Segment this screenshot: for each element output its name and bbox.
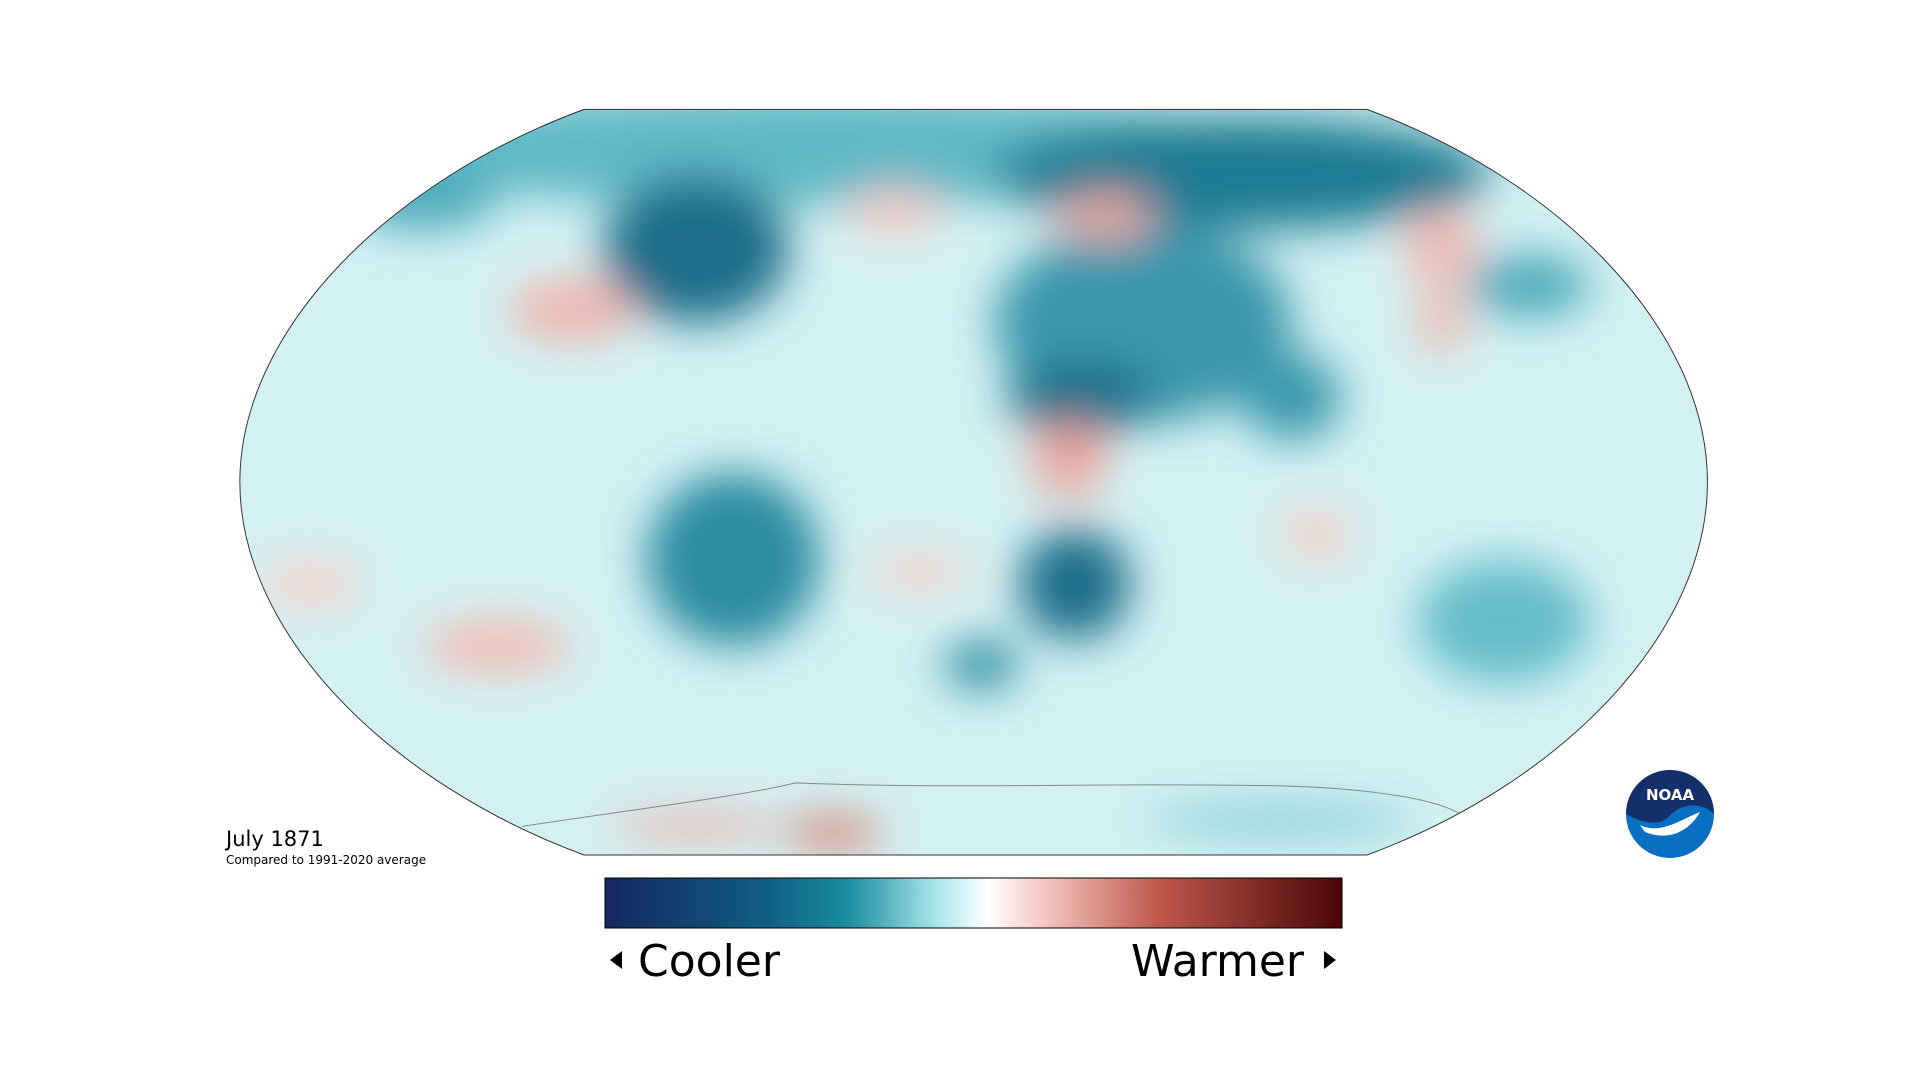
caption-title: July 1871 xyxy=(224,827,324,851)
noaa-logo: NOAA xyxy=(1626,770,1714,858)
high-label: Warmer xyxy=(1131,936,1305,987)
arrow-right xyxy=(1324,951,1336,969)
anomaly-field xyxy=(239,109,1708,855)
caption-subtitle: Compared to 1991-2020 average xyxy=(226,853,426,867)
logo-text: NOAA xyxy=(1646,786,1695,804)
logo-bird xyxy=(1640,812,1700,836)
low-label: Cooler xyxy=(638,936,781,987)
logo-top xyxy=(1626,770,1714,823)
anomaly-blobs xyxy=(260,109,1591,848)
map-border xyxy=(239,108,1708,856)
coastline xyxy=(521,782,1461,827)
color-bar xyxy=(604,877,1343,929)
arrow-left xyxy=(610,951,622,969)
map xyxy=(239,108,1708,856)
